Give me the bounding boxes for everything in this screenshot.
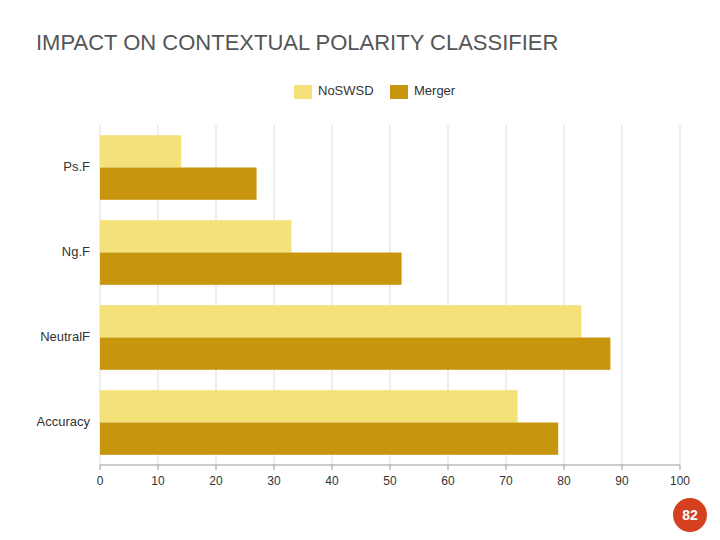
tick-label: 90: [615, 474, 629, 488]
bar: [100, 220, 291, 252]
grid-line: [622, 125, 623, 465]
grid-line: [564, 125, 565, 465]
category-label: Ps.F: [63, 159, 90, 174]
page-badge: [673, 498, 707, 532]
chart-container: IMPACT ON CONTEXTUAL POLARITY CLASSIFIER…: [0, 0, 720, 540]
bar: [100, 305, 581, 337]
tick-mark: [332, 465, 333, 470]
tick-label: 40: [325, 474, 339, 488]
title: IMPACT ON CONTEXTUAL POLARITY CLASSIFIER: [36, 30, 558, 55]
category-label: NeutralF: [40, 329, 90, 344]
bars: [100, 135, 610, 455]
tick-mark: [100, 465, 101, 470]
tick-label: 50: [383, 474, 397, 488]
category-label: Accuracy: [37, 414, 91, 429]
tick-mark: [158, 465, 159, 470]
legend-swatch: [390, 85, 408, 99]
bar: [100, 135, 181, 167]
tick-label: 30: [267, 474, 281, 488]
bar: [100, 390, 518, 422]
tick-mark: [680, 465, 681, 470]
tick-mark: [564, 465, 565, 470]
legend-label: Merger: [414, 83, 456, 98]
tick-mark: [506, 465, 507, 470]
tick-mark: [390, 465, 391, 470]
bar: [100, 338, 610, 370]
category-label: Ng.F: [62, 244, 90, 259]
tick-mark: [216, 465, 217, 470]
bar: [100, 253, 402, 285]
tick-label: 70: [499, 474, 513, 488]
tick-mark: [274, 465, 275, 470]
grid: [100, 125, 680, 465]
grid-line: [680, 125, 681, 465]
bar: [100, 423, 558, 455]
legend-label: NoSWSD: [318, 83, 374, 98]
tick-label: 10: [151, 474, 165, 488]
tick-mark: [448, 465, 449, 470]
legend: NoSWSD Merger: [294, 83, 456, 99]
bar: [100, 168, 257, 200]
tick-label: 60: [441, 474, 455, 488]
tick-label: 100: [670, 474, 690, 488]
legend-swatch: [294, 85, 312, 99]
tick-mark: [622, 465, 623, 470]
annotation: 82: [682, 507, 698, 523]
tick-label: 0: [97, 474, 104, 488]
tick-label: 20: [209, 474, 223, 488]
x-axis-line: [100, 465, 680, 466]
tick-label: 80: [557, 474, 571, 488]
chart: IMPACT ON CONTEXTUAL POLARITY CLASSIFIER…: [0, 0, 720, 540]
